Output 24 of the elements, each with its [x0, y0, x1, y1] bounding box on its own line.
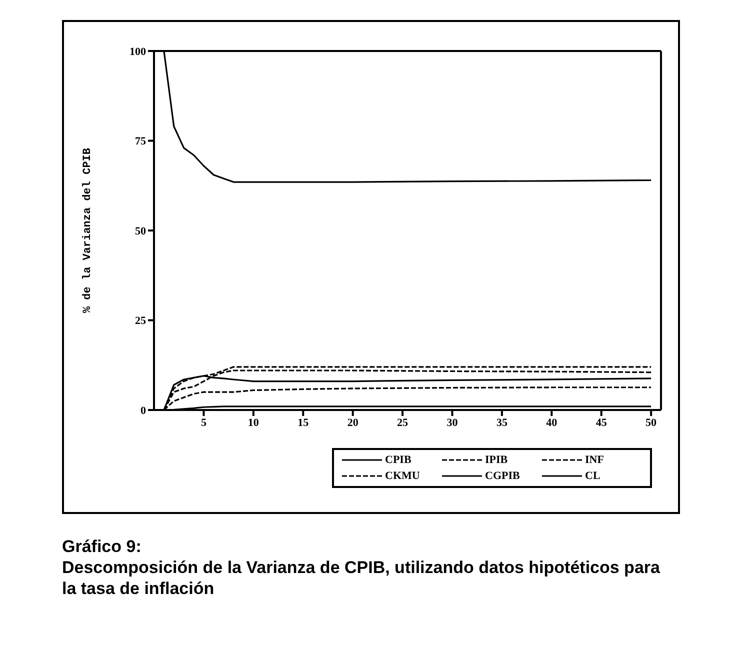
y-tick-label: 50: [135, 225, 146, 238]
legend-label: CKMU: [385, 470, 420, 482]
y-tick-label: 0: [140, 404, 146, 417]
x-tick-label: 25: [397, 416, 409, 429]
legend-label: INF: [585, 454, 604, 466]
text: Gráfico 9:: [62, 536, 142, 557]
legend-label: CL: [585, 470, 600, 482]
x-tick-label: 20: [347, 416, 359, 429]
x-tick-label: 15: [298, 416, 310, 429]
x-tick-label: 45: [596, 416, 608, 429]
x-tick-label: 35: [496, 416, 508, 429]
y-axis-title: % de la Varianza del CPIB: [82, 148, 94, 314]
x-tick-label: 50: [646, 416, 658, 429]
x-tick-label: 5: [200, 416, 207, 429]
legend-label: CPIB: [385, 454, 412, 466]
y-tick-label: 25: [135, 315, 146, 328]
y-tick-label: 100: [130, 46, 146, 58]
x-tick-label: 40: [546, 416, 558, 429]
legend-label: CGPIB: [485, 470, 520, 482]
text: Descomposición de la Varianza de CPIB, utilizando datos hipotéticos para la tasa de inflación: [62, 557, 661, 599]
x-tick-label: 10: [248, 416, 260, 429]
x-tick-label: 30: [446, 416, 458, 429]
legend-label: IPIB: [485, 454, 508, 466]
y-tick-label: 75: [135, 136, 146, 148]
